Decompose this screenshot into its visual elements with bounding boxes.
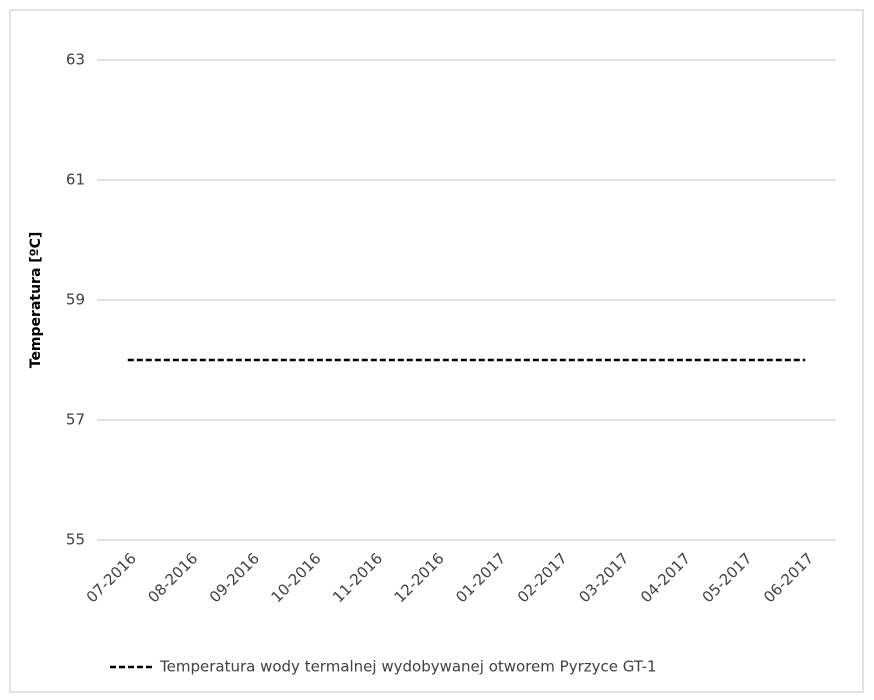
y-axis-label: Temperatura [ºC]: [28, 232, 44, 369]
y-tick-label: 63: [66, 51, 85, 69]
y-tick-label: 57: [66, 411, 85, 429]
y-tick-label: 59: [66, 291, 85, 309]
chart-border: [9, 9, 864, 693]
legend-label: Temperatura wody termalnej wydobywanej o…: [159, 658, 657, 676]
y-tick-label: 61: [66, 171, 85, 189]
y-tick-label: 55: [66, 531, 85, 549]
